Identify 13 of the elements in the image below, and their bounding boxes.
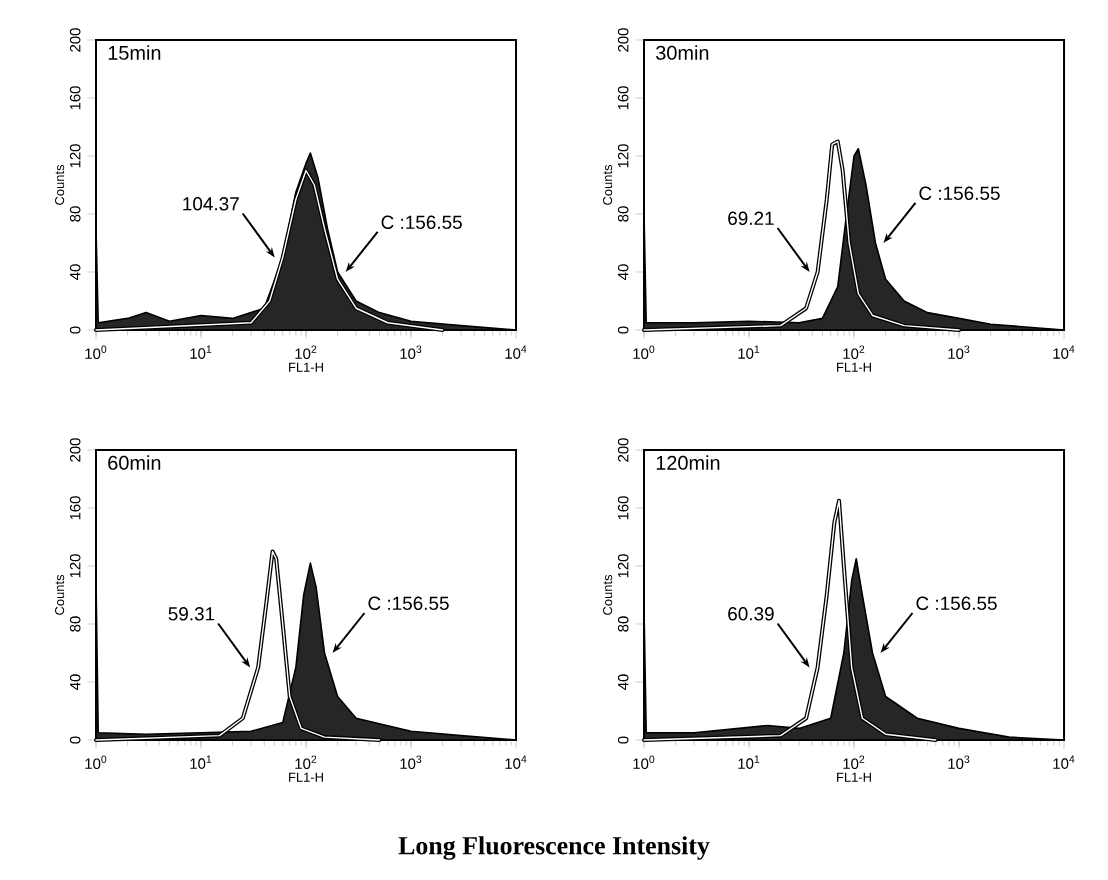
annotation: C :156.55 <box>916 596 997 611</box>
chart-title: 120min <box>656 455 720 470</box>
chart-title: 60min <box>108 455 161 470</box>
annotation: 60.39 <box>728 607 774 621</box>
annotation: 104.37 <box>183 197 239 211</box>
annotation: C :156.55 <box>368 596 449 611</box>
annotation: C :156.55 <box>919 186 1000 201</box>
chart-title: 30min <box>655 45 709 60</box>
annotation: 69.21 <box>728 211 774 226</box>
text: Long Fluorescence Intensity <box>398 836 710 860</box>
chart-title: 15min <box>108 45 161 60</box>
annotation: 59.31 <box>168 607 215 621</box>
annotation: C :156.55 <box>381 215 462 230</box>
